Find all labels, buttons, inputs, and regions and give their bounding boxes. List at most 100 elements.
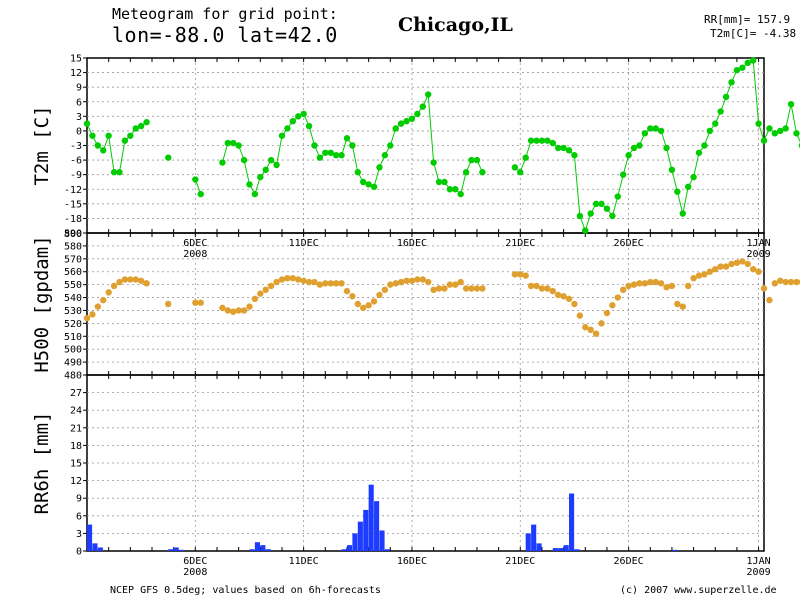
- y-tick-label: 15: [70, 54, 82, 65]
- t2m-point: [533, 137, 540, 144]
- t2m-point: [636, 142, 643, 149]
- h500-point: [370, 298, 378, 305]
- h500-point: [441, 285, 448, 292]
- h500-point: [712, 265, 719, 273]
- h500-point: [598, 320, 605, 327]
- h500-point: [625, 282, 632, 290]
- h500-point: [652, 278, 659, 286]
- h500-point: [517, 271, 524, 278]
- t2m-point: [733, 66, 741, 74]
- meteogram-title-line1: Meteogram for grid point:: [112, 5, 338, 23]
- t2m-point: [83, 120, 91, 127]
- h500-point: [473, 285, 481, 292]
- t2m-point: [571, 152, 578, 159]
- rr6h-bar: [374, 501, 380, 551]
- h500-point: [354, 300, 361, 308]
- t2m-point: [446, 186, 454, 193]
- t2m-point: [592, 200, 600, 208]
- h500-point: [462, 285, 470, 292]
- t2m-point: [744, 59, 751, 67]
- y-axis-title: T2m [C]: [31, 105, 53, 185]
- h500-point: [717, 263, 724, 270]
- h500-point: [787, 278, 795, 286]
- h500-point: [777, 277, 784, 284]
- h500-point: [587, 326, 594, 334]
- t2m-point: [517, 169, 524, 176]
- h500-point: [327, 280, 334, 287]
- y-tick-label: 15: [70, 459, 82, 470]
- t2m-point: [392, 125, 399, 132]
- t2m-point: [582, 227, 589, 234]
- t2m-point: [717, 108, 724, 115]
- t2m-point: [143, 118, 150, 126]
- t2m-point: [110, 169, 118, 176]
- h500-point: [576, 312, 584, 319]
- t2m-point: [360, 178, 367, 186]
- h500-point: [452, 281, 459, 288]
- t2m-point: [598, 200, 605, 208]
- x-tick-label: 6DEC: [183, 556, 207, 567]
- h500-point: [267, 282, 275, 290]
- rr6h-bar: [563, 545, 569, 551]
- rr6h-bar: [552, 548, 558, 551]
- x-tick-label: 11DEC: [289, 238, 319, 249]
- t2m-point: [349, 142, 356, 149]
- t2m-point: [560, 144, 567, 152]
- h500-point: [360, 304, 367, 312]
- y-tick-label: 0: [76, 126, 82, 137]
- rr6h-bar: [384, 549, 390, 551]
- x-tick-label: 11DEC: [289, 556, 319, 567]
- t2m-point: [235, 142, 242, 149]
- h500-point: [657, 280, 665, 287]
- t2m-point: [316, 154, 324, 161]
- h500-point: [419, 276, 426, 283]
- h500-point: [733, 259, 741, 266]
- t2m-point: [419, 103, 426, 110]
- rr6h-bar: [179, 549, 185, 551]
- h500-point: [322, 280, 329, 287]
- y-tick-label: 9: [76, 83, 82, 94]
- h500-point: [636, 280, 643, 287]
- t2m-point: [522, 154, 529, 161]
- h500-point: [771, 280, 779, 287]
- t2m-point: [457, 190, 464, 198]
- h500-point: [278, 276, 286, 283]
- h500-point: [219, 304, 226, 312]
- rr6h-bar: [368, 484, 374, 551]
- footer-copyright: (c) 2007 www.superzelle.de: [620, 585, 777, 596]
- t2m-point: [425, 91, 432, 98]
- t2m-point: [576, 212, 584, 220]
- h500-point: [603, 309, 611, 317]
- y-tick-label: 580: [64, 241, 82, 252]
- t2m-point: [300, 110, 307, 118]
- y-tick-label: -9: [70, 170, 82, 181]
- t2m-point: [295, 113, 302, 120]
- location-name: Chicago,IL: [398, 14, 513, 36]
- h500-point: [755, 268, 762, 275]
- t2m-point: [641, 130, 649, 137]
- h500-point: [533, 282, 540, 290]
- t2m-point: [739, 64, 746, 71]
- h500-point: [457, 278, 464, 286]
- t2m-point: [538, 137, 546, 144]
- rr6h-bar: [97, 547, 103, 551]
- rr6h-bar: [173, 547, 179, 551]
- rr6h-bar: [379, 530, 385, 551]
- h500-point: [739, 258, 746, 265]
- h500-point: [289, 274, 297, 282]
- x-tick-sublabel: 2009: [747, 249, 771, 260]
- t2m-point: [284, 125, 291, 132]
- t2m-point: [782, 125, 789, 132]
- t2m-point: [609, 212, 616, 220]
- t2m-point: [414, 110, 421, 118]
- t2m-point: [435, 178, 443, 186]
- t2m-point: [322, 149, 329, 156]
- h500-point: [273, 278, 280, 286]
- h500-point: [663, 284, 670, 291]
- rr6h-bar: [671, 549, 678, 551]
- h500-point: [619, 286, 627, 293]
- h500-point: [706, 268, 714, 275]
- x-tick-sublabel: 2009: [747, 567, 771, 578]
